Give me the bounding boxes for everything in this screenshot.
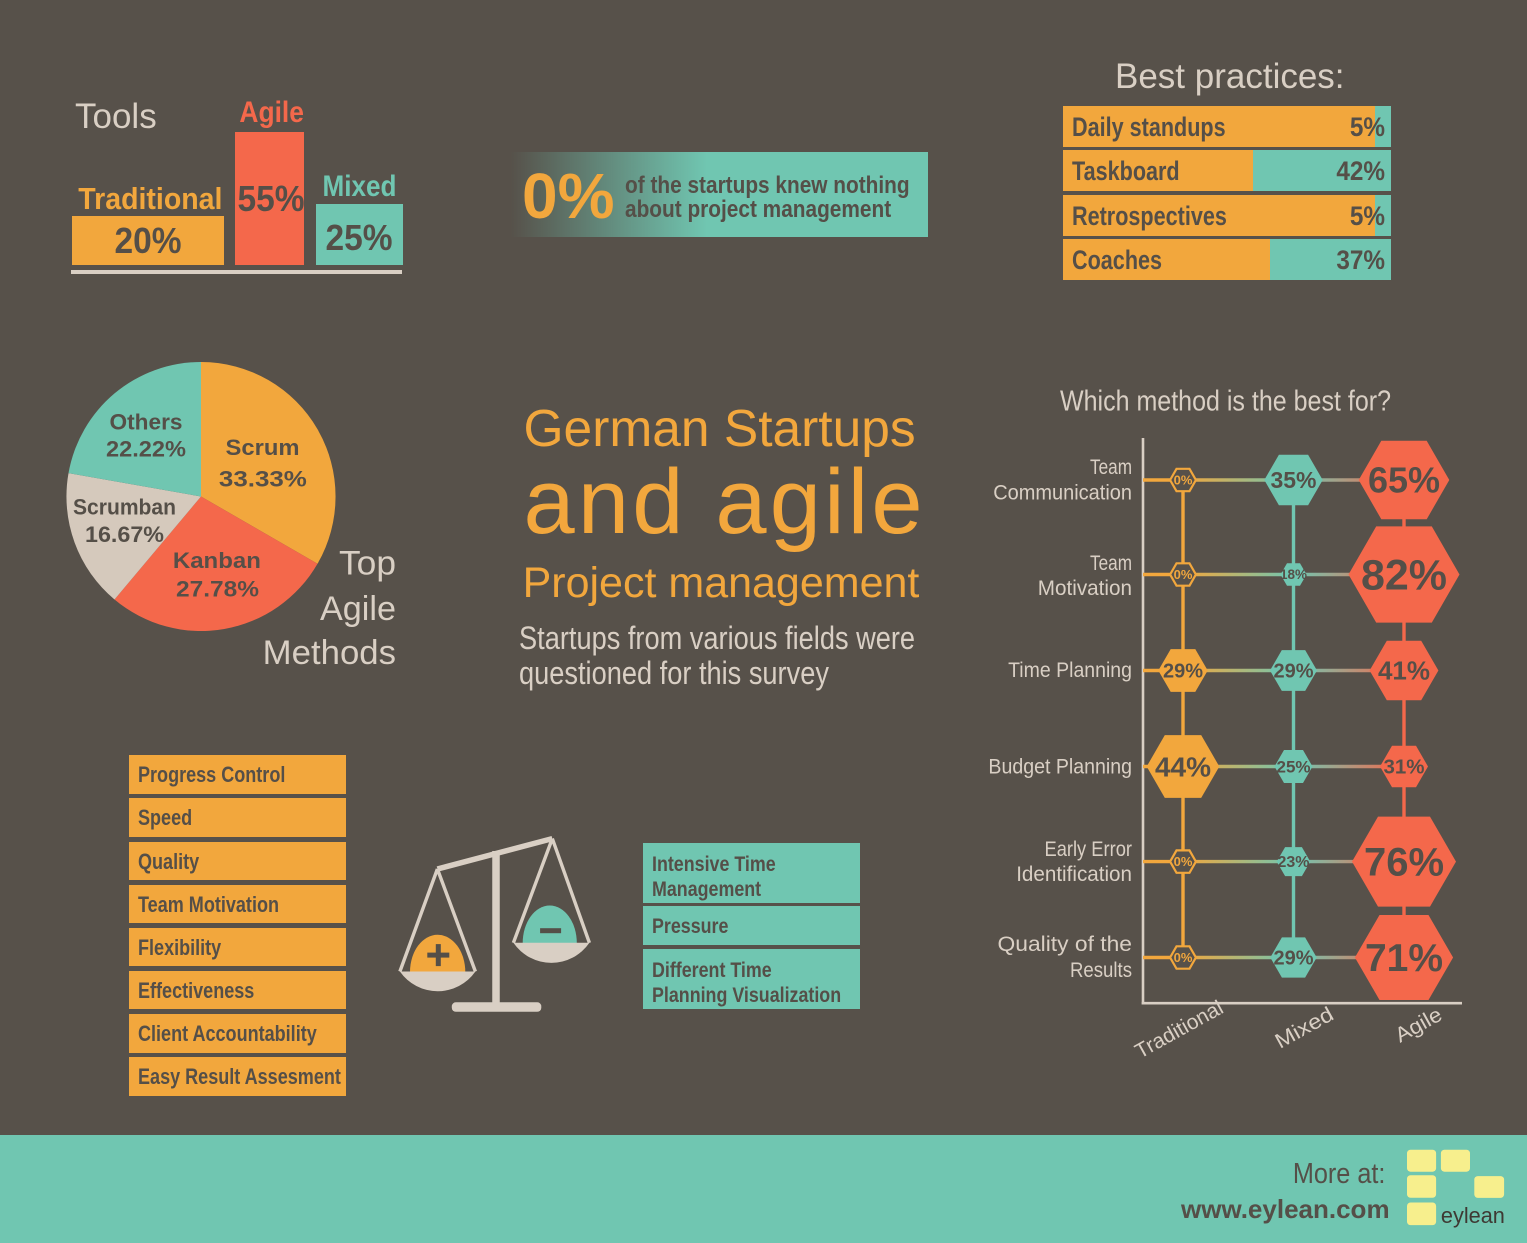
svg-text:0%: 0% xyxy=(1174,567,1193,582)
svg-text:Agile: Agile xyxy=(1391,1003,1446,1047)
svg-text:18%: 18% xyxy=(1280,567,1307,582)
svg-text:29%: 29% xyxy=(1273,661,1313,683)
svg-text:Identification: Identification xyxy=(1016,863,1132,886)
svg-text:Which method is the best for?: Which method is the best for? xyxy=(1060,386,1391,418)
svg-text:Kanban: Kanban xyxy=(173,548,261,573)
svg-text:Scrumban: Scrumban xyxy=(73,495,176,520)
svg-text:Agile: Agile xyxy=(320,590,396,628)
svg-text:35%: 35% xyxy=(1270,467,1316,493)
svg-text:Traditional: Traditional xyxy=(1131,996,1227,1063)
svg-text:Top: Top xyxy=(339,545,396,583)
svg-text:Quality of the: Quality of the xyxy=(998,933,1133,956)
svg-text:23%: 23% xyxy=(1277,854,1309,871)
svg-text:82%: 82% xyxy=(1361,552,1447,600)
svg-text:16.67%: 16.67% xyxy=(85,522,164,547)
svg-text:eylean: eylean xyxy=(1441,1203,1505,1228)
svg-text:0%: 0% xyxy=(1174,854,1193,869)
svg-text:65%: 65% xyxy=(1368,460,1440,501)
svg-text:Results: Results xyxy=(1070,959,1132,982)
svg-text:Mixed: Mixed xyxy=(1271,1003,1337,1054)
svg-text:41%: 41% xyxy=(1378,656,1430,686)
svg-text:0%: 0% xyxy=(1174,473,1193,488)
svg-text:Budget Planning: Budget Planning xyxy=(988,756,1132,779)
svg-text:Communication: Communication xyxy=(993,482,1132,505)
svg-text:Others: Others xyxy=(110,410,183,435)
svg-text:22.22%: 22.22% xyxy=(106,437,186,462)
svg-text:Time Planning: Time Planning xyxy=(1008,659,1132,682)
svg-text:Team: Team xyxy=(1090,456,1132,479)
svg-text:25%: 25% xyxy=(1276,758,1310,777)
svg-text:27.78%: 27.78% xyxy=(176,576,259,601)
svg-text:Methods: Methods xyxy=(263,634,396,672)
svg-text:Motivation: Motivation xyxy=(1038,577,1132,600)
svg-text:0%: 0% xyxy=(1174,950,1193,965)
svg-text:29%: 29% xyxy=(1273,948,1313,970)
svg-text:33.33%: 33.33% xyxy=(219,466,307,491)
svg-text:Scrum: Scrum xyxy=(226,435,300,460)
svg-text:Early Error: Early Error xyxy=(1045,838,1133,861)
svg-text:29%: 29% xyxy=(1163,661,1203,683)
svg-text:44%: 44% xyxy=(1155,751,1211,782)
svg-text:31%: 31% xyxy=(1383,756,1424,779)
svg-text:71%: 71% xyxy=(1365,937,1443,980)
svg-text:Team: Team xyxy=(1090,552,1132,575)
svg-text:76%: 76% xyxy=(1364,841,1444,885)
